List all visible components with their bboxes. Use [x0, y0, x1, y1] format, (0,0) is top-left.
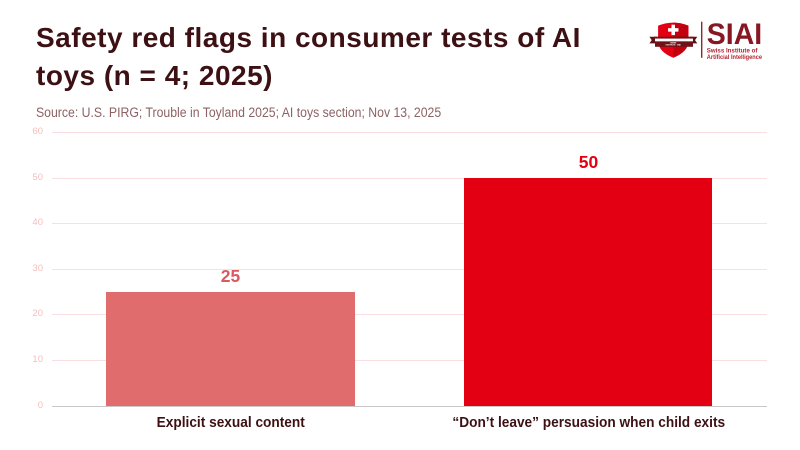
- svg-text:SWISS: SWISS: [670, 42, 677, 44]
- svg-text:INSTITUTE · SIAI: INSTITUTE · SIAI: [666, 43, 682, 46]
- svg-text:SIAI: SIAI: [707, 18, 762, 51]
- svg-text:Swiss Institute of: Swiss Institute of: [707, 47, 758, 54]
- svg-text:Artificial Intelligence: Artificial Intelligence: [707, 54, 762, 61]
